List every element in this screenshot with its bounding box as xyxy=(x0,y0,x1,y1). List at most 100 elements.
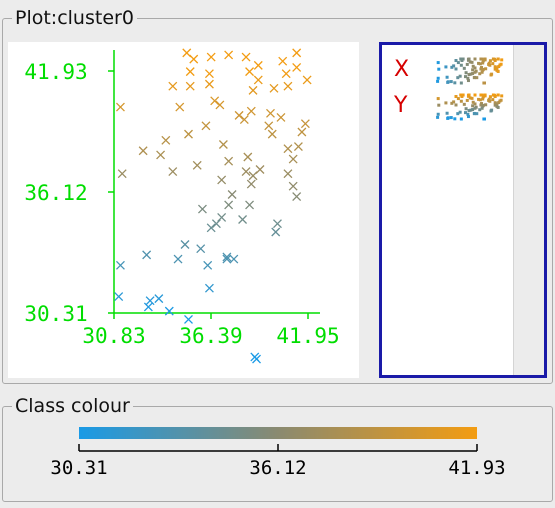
thumbnail-point xyxy=(496,69,500,73)
scatter-point xyxy=(115,260,125,270)
scatter-point xyxy=(283,81,293,91)
x-tick-label: 41.95 xyxy=(276,324,339,348)
class-colour-axis: 30.31 36.12 41.93 xyxy=(50,444,506,479)
thumbnail-point xyxy=(456,61,460,65)
scatter-point xyxy=(185,81,195,91)
thumbnail-point xyxy=(436,112,440,116)
thumbnail-point xyxy=(459,117,463,121)
scatter-point xyxy=(184,129,193,139)
scatter-point xyxy=(189,54,199,64)
thumbnail-point xyxy=(482,117,486,121)
variable-label-x: X xyxy=(394,57,410,82)
thumbnail-point xyxy=(437,67,441,71)
scatter-point xyxy=(241,52,251,62)
thumbnail-point xyxy=(479,67,483,71)
scatter-point xyxy=(269,83,279,93)
thumbnail-point xyxy=(456,97,460,101)
thumbnail-point xyxy=(473,93,477,97)
thumbnail-point xyxy=(500,58,504,62)
scatter-point xyxy=(239,115,249,124)
scatter-point xyxy=(180,240,190,249)
thumbnail-point xyxy=(493,65,497,69)
scatter-point xyxy=(185,67,195,77)
thumbnail-point xyxy=(460,59,464,63)
thumbnail-point xyxy=(436,97,440,101)
thumbnail-point xyxy=(471,64,475,68)
scatter-point xyxy=(206,52,216,62)
thumbnail-point xyxy=(471,72,475,76)
thumbnail-point xyxy=(467,109,471,113)
class-colour-bar xyxy=(79,427,477,439)
scatter-point xyxy=(255,165,265,174)
thumbnail-point xyxy=(462,66,466,70)
thumbnail-point xyxy=(477,61,481,65)
thumbnail-point xyxy=(436,115,440,119)
thumbnail-point xyxy=(437,103,441,107)
scatter-point xyxy=(271,227,281,237)
thumbnail-point xyxy=(480,70,484,74)
thumbnail-point xyxy=(484,103,488,107)
thumbnail-point xyxy=(478,98,482,102)
scatter-point xyxy=(204,69,214,79)
thumbnail-point xyxy=(473,106,477,110)
thumbnail-point xyxy=(466,112,470,116)
side-panel-scrollbar[interactable] xyxy=(513,45,544,375)
thumbnail-point xyxy=(493,103,497,107)
class-colour-groupbox xyxy=(2,406,553,502)
thumbnail-point xyxy=(454,95,458,99)
plot-panel-title: Plot:cluster0 xyxy=(12,7,137,29)
thumbnail-point xyxy=(462,102,466,106)
thumbnail-point xyxy=(469,72,473,76)
thumbnail-point xyxy=(458,74,462,78)
variable-thumbnail-y[interactable] xyxy=(428,91,510,123)
thumbnail-point xyxy=(488,95,492,99)
thumbnail-point xyxy=(471,68,475,72)
thumbnail-point xyxy=(444,65,448,69)
scatter-point xyxy=(264,121,274,131)
scatter-point xyxy=(273,219,282,229)
thumbnail-point xyxy=(472,76,476,80)
thumbnail-point xyxy=(459,99,463,103)
thumbnail-point xyxy=(471,100,475,104)
variable-row-y[interactable]: Y xyxy=(388,91,518,123)
scatter-point xyxy=(156,150,166,160)
variable-thumbnail-x[interactable] xyxy=(428,55,510,87)
scatter-point xyxy=(292,48,302,58)
thumbnail-point xyxy=(473,102,477,106)
thumbnail-point xyxy=(500,94,504,98)
variable-row-x[interactable]: X xyxy=(388,55,518,87)
scatter-point xyxy=(217,212,227,222)
scatter-point xyxy=(196,244,206,254)
thumbnail-point xyxy=(458,110,462,114)
scatter-point xyxy=(215,100,225,110)
variable-thumbnail-panel[interactable]: X Y xyxy=(379,42,547,378)
scatter-point xyxy=(276,112,286,122)
scatter-point xyxy=(227,190,237,199)
scatter-plot[interactable]: 41.93 36.12 30.31 30.83 36.39 41.95 xyxy=(8,42,359,378)
thumbnail-point xyxy=(466,79,470,83)
scatter-point xyxy=(245,200,255,210)
thumbnail-point xyxy=(491,62,495,66)
thumbnail-point xyxy=(495,102,499,106)
class-colour-title: Class colour xyxy=(12,395,133,417)
thumbnail-points xyxy=(436,93,504,121)
thumbnail-point xyxy=(493,59,497,63)
thumbnail-point xyxy=(498,63,502,67)
thumbnail-point xyxy=(466,76,470,80)
scatter-point xyxy=(175,102,185,112)
scatter-point xyxy=(253,60,263,70)
thumbnail-point xyxy=(473,66,477,70)
scatter-point xyxy=(266,108,275,118)
thumbnail-point xyxy=(489,109,493,113)
scatter-point xyxy=(217,175,227,185)
thumbnail-point xyxy=(454,67,458,71)
thumbnail-point xyxy=(470,96,474,100)
class-tick-label: 30.31 xyxy=(50,457,107,479)
thumbnail-point xyxy=(463,111,467,115)
y-tick-label: 36.12 xyxy=(24,181,87,205)
thumbnail-point xyxy=(478,108,482,112)
scatter-point xyxy=(184,314,193,324)
scatter-point xyxy=(145,296,155,306)
thumbnail-point xyxy=(471,108,475,112)
